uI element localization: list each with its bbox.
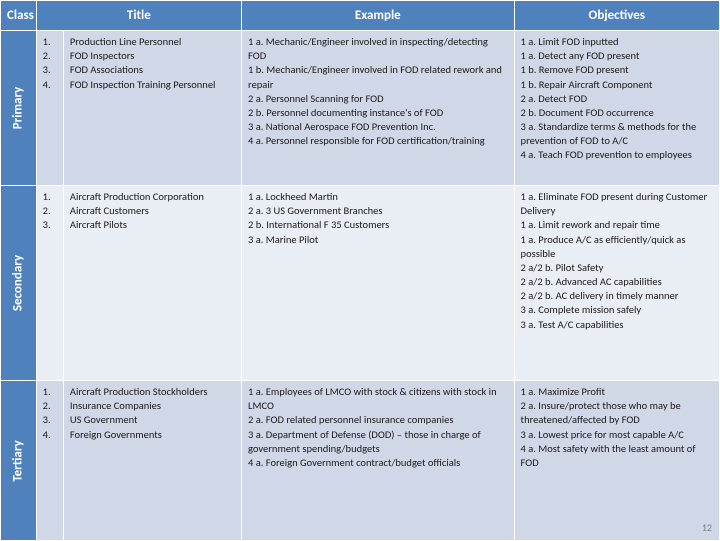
title-cell: Aircraft Production StockholdersInsuranc… (63, 381, 241, 541)
header-objectives: Objectives (514, 1, 719, 31)
class-cell-tertiary: Tertiary (1, 381, 37, 541)
class-label: Primary (11, 87, 26, 130)
slide-number: 12 (702, 521, 712, 534)
objectives-cell: 1 a. Eliminate FOD present during Custom… (514, 186, 719, 381)
title-cell: Production Line PersonnelFOD InspectorsF… (63, 31, 241, 186)
objectives-cell: 1 a. Maximize Profit2 a. Insure/protect … (514, 381, 719, 541)
title-cell: Aircraft Production CorporationAircraft … (63, 186, 241, 381)
header-row: Class Title Example Objectives (1, 1, 720, 31)
table-row: Primary 1.2.3.4. Production Line Personn… (1, 31, 720, 186)
class-cell-primary: Primary (1, 31, 37, 186)
objectives-cell: 1 a. Limit FOD inputted1 a. Detect any F… (514, 31, 719, 186)
header-example: Example (242, 1, 515, 31)
class-label: Secondary (11, 255, 26, 311)
class-label: Tertiary (11, 440, 26, 481)
example-cell: 1 a. Employees of LMCO with stock & citi… (242, 381, 515, 541)
table-row: Tertiary 1.2.3.4. Aircraft Production St… (1, 381, 720, 541)
class-cell-secondary: Secondary (1, 186, 37, 381)
nums-cell: 1.2.3. (36, 186, 63, 381)
example-cell: 1 a. Lockheed Martin2 a. 3 US Government… (242, 186, 515, 381)
table-row: Secondary 1.2.3. Aircraft Production Cor… (1, 186, 720, 381)
header-class: Class (1, 1, 37, 31)
nums-cell: 1.2.3.4. (36, 31, 63, 186)
header-title: Title (36, 1, 241, 31)
nums-cell: 1.2.3.4. (36, 381, 63, 541)
stakeholder-table: Class Title Example Objectives Primary 1… (0, 0, 720, 541)
example-cell: 1 a. Mechanic/Engineer involved in inspe… (242, 31, 515, 186)
